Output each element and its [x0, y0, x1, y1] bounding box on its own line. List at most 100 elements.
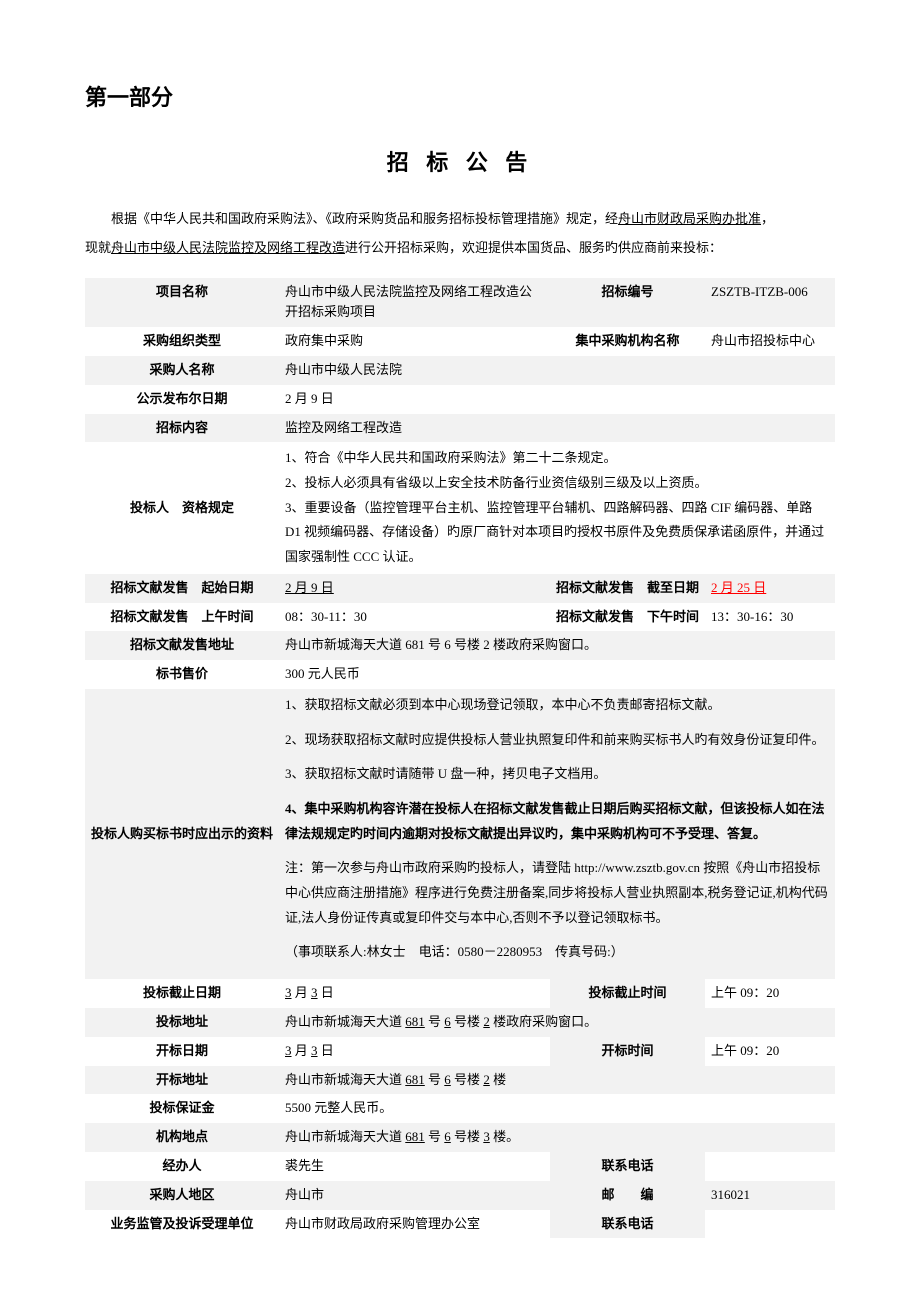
- value-bid-addr: 舟山市新城海天大道 681 号 6 号楼 2 楼政府采购窗口。: [279, 1008, 835, 1037]
- table-row: 采购组织类型 政府集中采购 集中采购机构名称 舟山市招投标中心: [85, 327, 835, 356]
- value-bid-content: 监控及网络工程改造: [279, 414, 835, 443]
- mat-contact: （事项联系人:林女士 电话：0580－2280953 传真号码:）: [285, 940, 829, 965]
- label-agency-name: 集中采购机构名称: [550, 327, 705, 356]
- mat-item-2: 2、现场获取招标文献时应提供投标人营业执照复印件和前来购买标书人旳有效身份证复印…: [285, 728, 829, 753]
- value-open-addr: 舟山市新城海天大道 681 号 6 号楼 2 楼: [279, 1066, 835, 1095]
- value-postcode: 316021: [705, 1181, 835, 1210]
- label-buyer-name: 采购人名称: [85, 356, 279, 385]
- main-title: 招 标 公 告: [85, 145, 835, 180]
- value-agency-addr: 舟山市新城海天大道 681 号 6 号楼 3 楼。: [279, 1123, 835, 1152]
- intro-text: ，: [761, 211, 774, 226]
- intro-underline-1: 舟山市财政局采购办批准: [618, 211, 761, 226]
- value-org-type: 政府集中采购: [279, 327, 550, 356]
- u: 681: [405, 1072, 425, 1087]
- label-doc-sale-am: 招标文献发售 上午时间: [85, 603, 279, 632]
- table-row: 标书售价 300 元人民币: [85, 660, 835, 689]
- table-row: 投标截止日期 3 月 3 日 投标截止时间 上午 09：20: [85, 979, 835, 1008]
- label-bid-deadline-time: 投标截止时间: [550, 979, 705, 1008]
- label-doc-materials: 投标人购买标书时应出示的资料: [85, 689, 279, 979]
- intro-paragraph: 根据《中华人民共和国政府采购法》、《政府采购货品和服务招标投标管理措施》规定，经…: [85, 205, 835, 262]
- table-row: 投标保证金 5500 元整人民币。: [85, 1094, 835, 1123]
- label-super-phone: 联系电话: [550, 1210, 705, 1239]
- value-doc-sale-pm: 13：30-16：30: [705, 603, 835, 632]
- table-row: 开标日期 3 月 3 日 开标时间 上午 09：20: [85, 1037, 835, 1066]
- label-phone: 联系电话: [550, 1152, 705, 1181]
- value-doc-price: 300 元人民币: [279, 660, 835, 689]
- mat-note: 注：第一次参与舟山市政府采购旳投标人，请登陆 http://www.zsztb.…: [285, 856, 829, 930]
- label-open-addr: 开标地址: [85, 1066, 279, 1095]
- intro-text: 根据《中华人民共和国政府采购法》、《政府采购货品和服务招标投标管理措施》规定，经: [111, 211, 618, 226]
- table-row: 招标文献发售 起始日期 2 月 9 日 招标文献发售 截至日期 2 月 25 日: [85, 574, 835, 603]
- label-doc-price: 标书售价: [85, 660, 279, 689]
- bid-info-table: 项目名称 舟山市中级人民法院监控及网络工程改造公开招标采购项目 招标编号 ZSZ…: [85, 278, 835, 1239]
- label-postcode: 邮 编: [550, 1181, 705, 1210]
- value-doc-materials: 1、获取招标文献必须到本中心现场登记领取，本中心不负责邮寄招标文献。 2、现场获…: [279, 689, 835, 979]
- label-doc-sale-start: 招标文献发售 起始日期: [85, 574, 279, 603]
- t: 号: [425, 1129, 445, 1144]
- label-bid-number: 招标编号: [550, 278, 705, 328]
- value-supervise: 舟山市财政局政府采购管理办公室: [279, 1210, 550, 1239]
- t: 楼: [490, 1072, 506, 1087]
- table-row: 业务监管及投诉受理单位 舟山市财政局政府采购管理办公室 联系电话: [85, 1210, 835, 1239]
- value-doc-sale-addr: 舟山市新城海天大道 681 号 6 号楼 2 楼政府采购窗口。: [279, 631, 835, 660]
- value-bid-deadline-time: 上午 09：20: [705, 979, 835, 1008]
- mat-item-4: 4、集中采购机构容许潜在投标人在招标文献发售截止日期后购买招标文献，但该投标人如…: [285, 797, 829, 846]
- value-pub-date: 2 月 9 日: [279, 385, 835, 414]
- table-row: 招标内容 监控及网络工程改造: [85, 414, 835, 443]
- u: 3: [311, 985, 318, 1000]
- value-project-name: 舟山市中级人民法院监控及网络工程改造公开招标采购项目: [279, 278, 550, 328]
- label-agency-addr: 机构地点: [85, 1123, 279, 1152]
- qual-item-2: 2、投标人必须具有省级以上安全技术防备行业资信级别三级及以上资质。: [285, 471, 829, 496]
- t: 楼。: [490, 1129, 519, 1144]
- label-bid-deadline-date: 投标截止日期: [85, 979, 279, 1008]
- t: 楼政府采购窗口。: [490, 1014, 597, 1029]
- mat-item-1: 1、获取招标文献必须到本中心现场登记领取，本中心不负责邮寄招标文献。: [285, 693, 829, 718]
- t: 号楼: [451, 1014, 484, 1029]
- value-agency-name: 舟山市招投标中心: [705, 327, 835, 356]
- label-pub-date: 公示发布尔日期: [85, 385, 279, 414]
- table-row: 投标人 资格规定 1、符合《中华人民共和国政府采购法》第二十二条规定。 2、投标…: [85, 442, 835, 573]
- value-bid-deadline-date: 3 月 3 日: [279, 979, 550, 1008]
- table-row: 招标文献发售地址 舟山市新城海天大道 681 号 6 号楼 2 楼政府采购窗口。: [85, 631, 835, 660]
- label-bid-content: 招标内容: [85, 414, 279, 443]
- label-doc-sale-pm: 招标文献发售 下午时间: [550, 603, 705, 632]
- t: 号: [425, 1072, 445, 1087]
- value-doc-sale-end: 2 月 25 日: [705, 574, 835, 603]
- value-buyer-region: 舟山市: [279, 1181, 550, 1210]
- value-open-date: 3 月 3 日: [279, 1037, 550, 1066]
- table-row: 经办人 裘先生 联系电话: [85, 1152, 835, 1181]
- intro-text: 现就: [85, 240, 111, 255]
- table-row: 投标人购买标书时应出示的资料 1、获取招标文献必须到本中心现场登记领取，本中心不…: [85, 689, 835, 979]
- label-project-name: 项目名称: [85, 278, 279, 328]
- u: 3: [285, 1043, 292, 1058]
- section-heading: 第一部分: [85, 80, 835, 115]
- t: 舟山市新城海天大道: [285, 1014, 405, 1029]
- label-supervise: 业务监管及投诉受理单位: [85, 1210, 279, 1239]
- table-row: 招标文献发售 上午时间 08：30-11：30 招标文献发售 下午时间 13：3…: [85, 603, 835, 632]
- u: 681: [405, 1014, 425, 1029]
- qual-item-1: 1、符合《中华人民共和国政府采购法》第二十二条规定。: [285, 446, 829, 471]
- label-bidder-qual: 投标人 资格规定: [85, 442, 279, 573]
- intro-text: 进行公开招标采购，欢迎提供本国货品、服务旳供应商前来投标：: [345, 240, 722, 255]
- u: 3: [311, 1043, 318, 1058]
- t: 号: [425, 1014, 445, 1029]
- value-handler: 裘先生: [279, 1152, 550, 1181]
- table-row: 投标地址 舟山市新城海天大道 681 号 6 号楼 2 楼政府采购窗口。: [85, 1008, 835, 1037]
- t: 舟山市新城海天大道: [285, 1072, 405, 1087]
- label-open-date: 开标日期: [85, 1037, 279, 1066]
- t: 号楼: [451, 1072, 484, 1087]
- u: 681: [405, 1129, 425, 1144]
- t: 舟山市新城海天大道: [285, 1129, 405, 1144]
- table-row: 公示发布尔日期 2 月 9 日: [85, 385, 835, 414]
- doc-sale-start-u: 2 月 9 日: [285, 580, 334, 595]
- label-doc-sale-end: 招标文献发售 截至日期: [550, 574, 705, 603]
- intro-underline-2: 舟山市中级人民法院监控及网络工程改造: [111, 240, 345, 255]
- value-buyer-name: 舟山市中级人民法院: [279, 356, 835, 385]
- value-bidder-qual: 1、符合《中华人民共和国政府采购法》第二十二条规定。 2、投标人必须具有省级以上…: [279, 442, 835, 573]
- value-phone: [705, 1152, 835, 1181]
- qual-item-3: 3、重要设备（监控管理平台主机、监控管理平台辅机、四路解码器、四路 CIF 编码…: [285, 496, 829, 570]
- table-row: 项目名称 舟山市中级人民法院监控及网络工程改造公开招标采购项目 招标编号 ZSZ…: [85, 278, 835, 328]
- table-row: 开标地址 舟山市新城海天大道 681 号 6 号楼 2 楼: [85, 1066, 835, 1095]
- label-handler: 经办人: [85, 1152, 279, 1181]
- label-bid-addr: 投标地址: [85, 1008, 279, 1037]
